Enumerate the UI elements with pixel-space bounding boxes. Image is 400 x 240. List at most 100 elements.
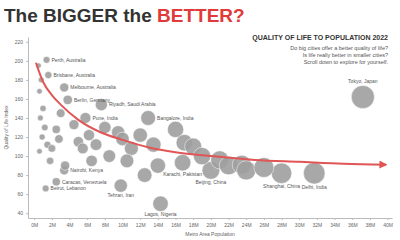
x-axis-title: Metro Area Population	[185, 231, 235, 237]
y-tick-label: 200	[15, 58, 24, 64]
x-tick: 24M	[242, 218, 252, 228]
y-tick-mark	[26, 118, 28, 119]
bubble	[46, 157, 53, 164]
bubble	[40, 105, 46, 111]
bubble	[37, 89, 43, 95]
x-tick: 18M	[189, 218, 199, 228]
point-label: Delhi, India	[302, 184, 327, 190]
x-tick: 36M	[348, 218, 358, 228]
bubble	[45, 72, 52, 79]
x-tick: 10M	[118, 218, 128, 228]
x-tick: 20M	[207, 218, 217, 228]
y-tick-mark	[26, 213, 28, 214]
bubble	[41, 124, 48, 131]
point-label: Shanghai, China	[263, 183, 300, 189]
point-label: Karachi, Pakistan	[163, 171, 202, 177]
y-tick-label: 140	[15, 115, 24, 121]
y-tick-label: 100	[15, 153, 24, 159]
x-tick: 34M	[330, 218, 340, 228]
point-label: Tokyo, Japan	[348, 78, 378, 84]
x-tick-mark	[352, 218, 353, 220]
subtitle: QUALITY OF LIFE TO POPULATION 2022	[252, 34, 388, 42]
x-tick-label: 18M	[189, 222, 199, 228]
bubble	[52, 125, 60, 133]
bubble	[114, 179, 127, 192]
chart-container: The BIGGER the BETTER? QUALITY OF LIFE TO…	[0, 0, 400, 240]
y-tick: 200	[15, 58, 28, 64]
point-label: Caracas, Venezuela	[62, 179, 107, 185]
bubble	[77, 143, 88, 154]
bubble	[120, 154, 134, 168]
point-label: Bangalore, India	[157, 115, 194, 121]
trend-line	[36, 63, 386, 165]
x-tick-label: 20M	[207, 222, 217, 228]
bubble	[37, 115, 43, 121]
y-axis-line	[28, 38, 29, 219]
x-tick: 6M	[84, 218, 91, 228]
point-label: Brisbane, Australia	[53, 72, 95, 78]
y-tick: 100	[15, 153, 28, 159]
x-tick-label: 26M	[260, 222, 270, 228]
title: The BIGGER the BETTER?	[4, 5, 245, 26]
bubble	[37, 149, 43, 155]
point-label: Lagos, Nigeria	[144, 211, 176, 217]
x-tick-label: 14M	[154, 222, 164, 228]
x-tick-label: 22M	[224, 222, 234, 228]
bubble	[69, 120, 79, 130]
x-tick: 26M	[260, 218, 270, 228]
x-tick-label: 36M	[348, 222, 358, 228]
point-labels: Perth, AustraliaBrisbane, AustraliaMelbo…	[51, 57, 378, 218]
x-tick: 2M	[49, 218, 56, 228]
x-tick-label: 4M	[67, 222, 74, 228]
bubble	[90, 139, 102, 151]
x-tick-label: 30M	[295, 222, 305, 228]
x-tick: 28M	[277, 218, 287, 228]
bubble	[56, 109, 65, 118]
x-tick-mark	[299, 218, 300, 220]
x-axis-line	[29, 218, 393, 219]
annotation: Do big cities offer a better quality of …	[290, 45, 388, 51]
x-tick: 16M	[171, 218, 181, 228]
x-tick-mark	[70, 218, 71, 220]
bubble	[55, 135, 64, 144]
point-label: Nairobi, Kenya	[70, 167, 103, 173]
point-label: Melbourne, Australia	[70, 84, 116, 90]
x-tick: 38M	[366, 218, 376, 228]
y-tick: 140	[15, 115, 28, 121]
x-tick-mark	[105, 218, 106, 220]
x-axis: 0M2M4M6M8M10M12M14M16M18M20M22M24M26M28M…	[29, 218, 393, 228]
x-tick: 14M	[154, 218, 164, 228]
bubble	[153, 196, 168, 211]
x-tick-mark	[140, 218, 141, 220]
point-label: Berlin, Germany	[74, 97, 111, 103]
x-tick-label: 34M	[330, 222, 340, 228]
x-tick-label: 10M	[118, 222, 128, 228]
x-tick-label: 0M	[31, 222, 38, 228]
x-tick-label: 16M	[171, 222, 181, 228]
x-tick-mark	[246, 218, 247, 220]
x-tick: 8M	[102, 218, 109, 228]
y-tick-label: 40	[17, 210, 23, 216]
bubble	[63, 95, 72, 104]
point-label: Beirut, Lebanon	[51, 185, 87, 191]
x-tick-mark	[370, 218, 371, 220]
x-tick-mark	[335, 218, 336, 220]
x-tick-mark	[123, 218, 124, 220]
annotation: Is life really better in smaller cities?	[303, 52, 388, 58]
y-axis-title: Quality of Life Index	[3, 105, 9, 150]
x-tick-label: 6M	[84, 222, 91, 228]
y-tick-mark	[26, 175, 28, 176]
bubble	[42, 185, 49, 192]
y-tick-label: 220	[15, 39, 24, 45]
y-tick-label: 80	[17, 172, 23, 178]
bubble	[351, 85, 374, 108]
x-tick-mark	[282, 218, 283, 220]
x-tick-mark	[34, 218, 35, 220]
y-tick-label: 60	[17, 191, 23, 197]
x-tick: 32M	[313, 218, 323, 228]
x-tick-mark	[264, 218, 265, 220]
point-label: Beijing, China	[195, 179, 226, 185]
bubble	[86, 155, 97, 166]
y-tick-mark	[26, 61, 28, 62]
x-tick: 30M	[295, 218, 305, 228]
